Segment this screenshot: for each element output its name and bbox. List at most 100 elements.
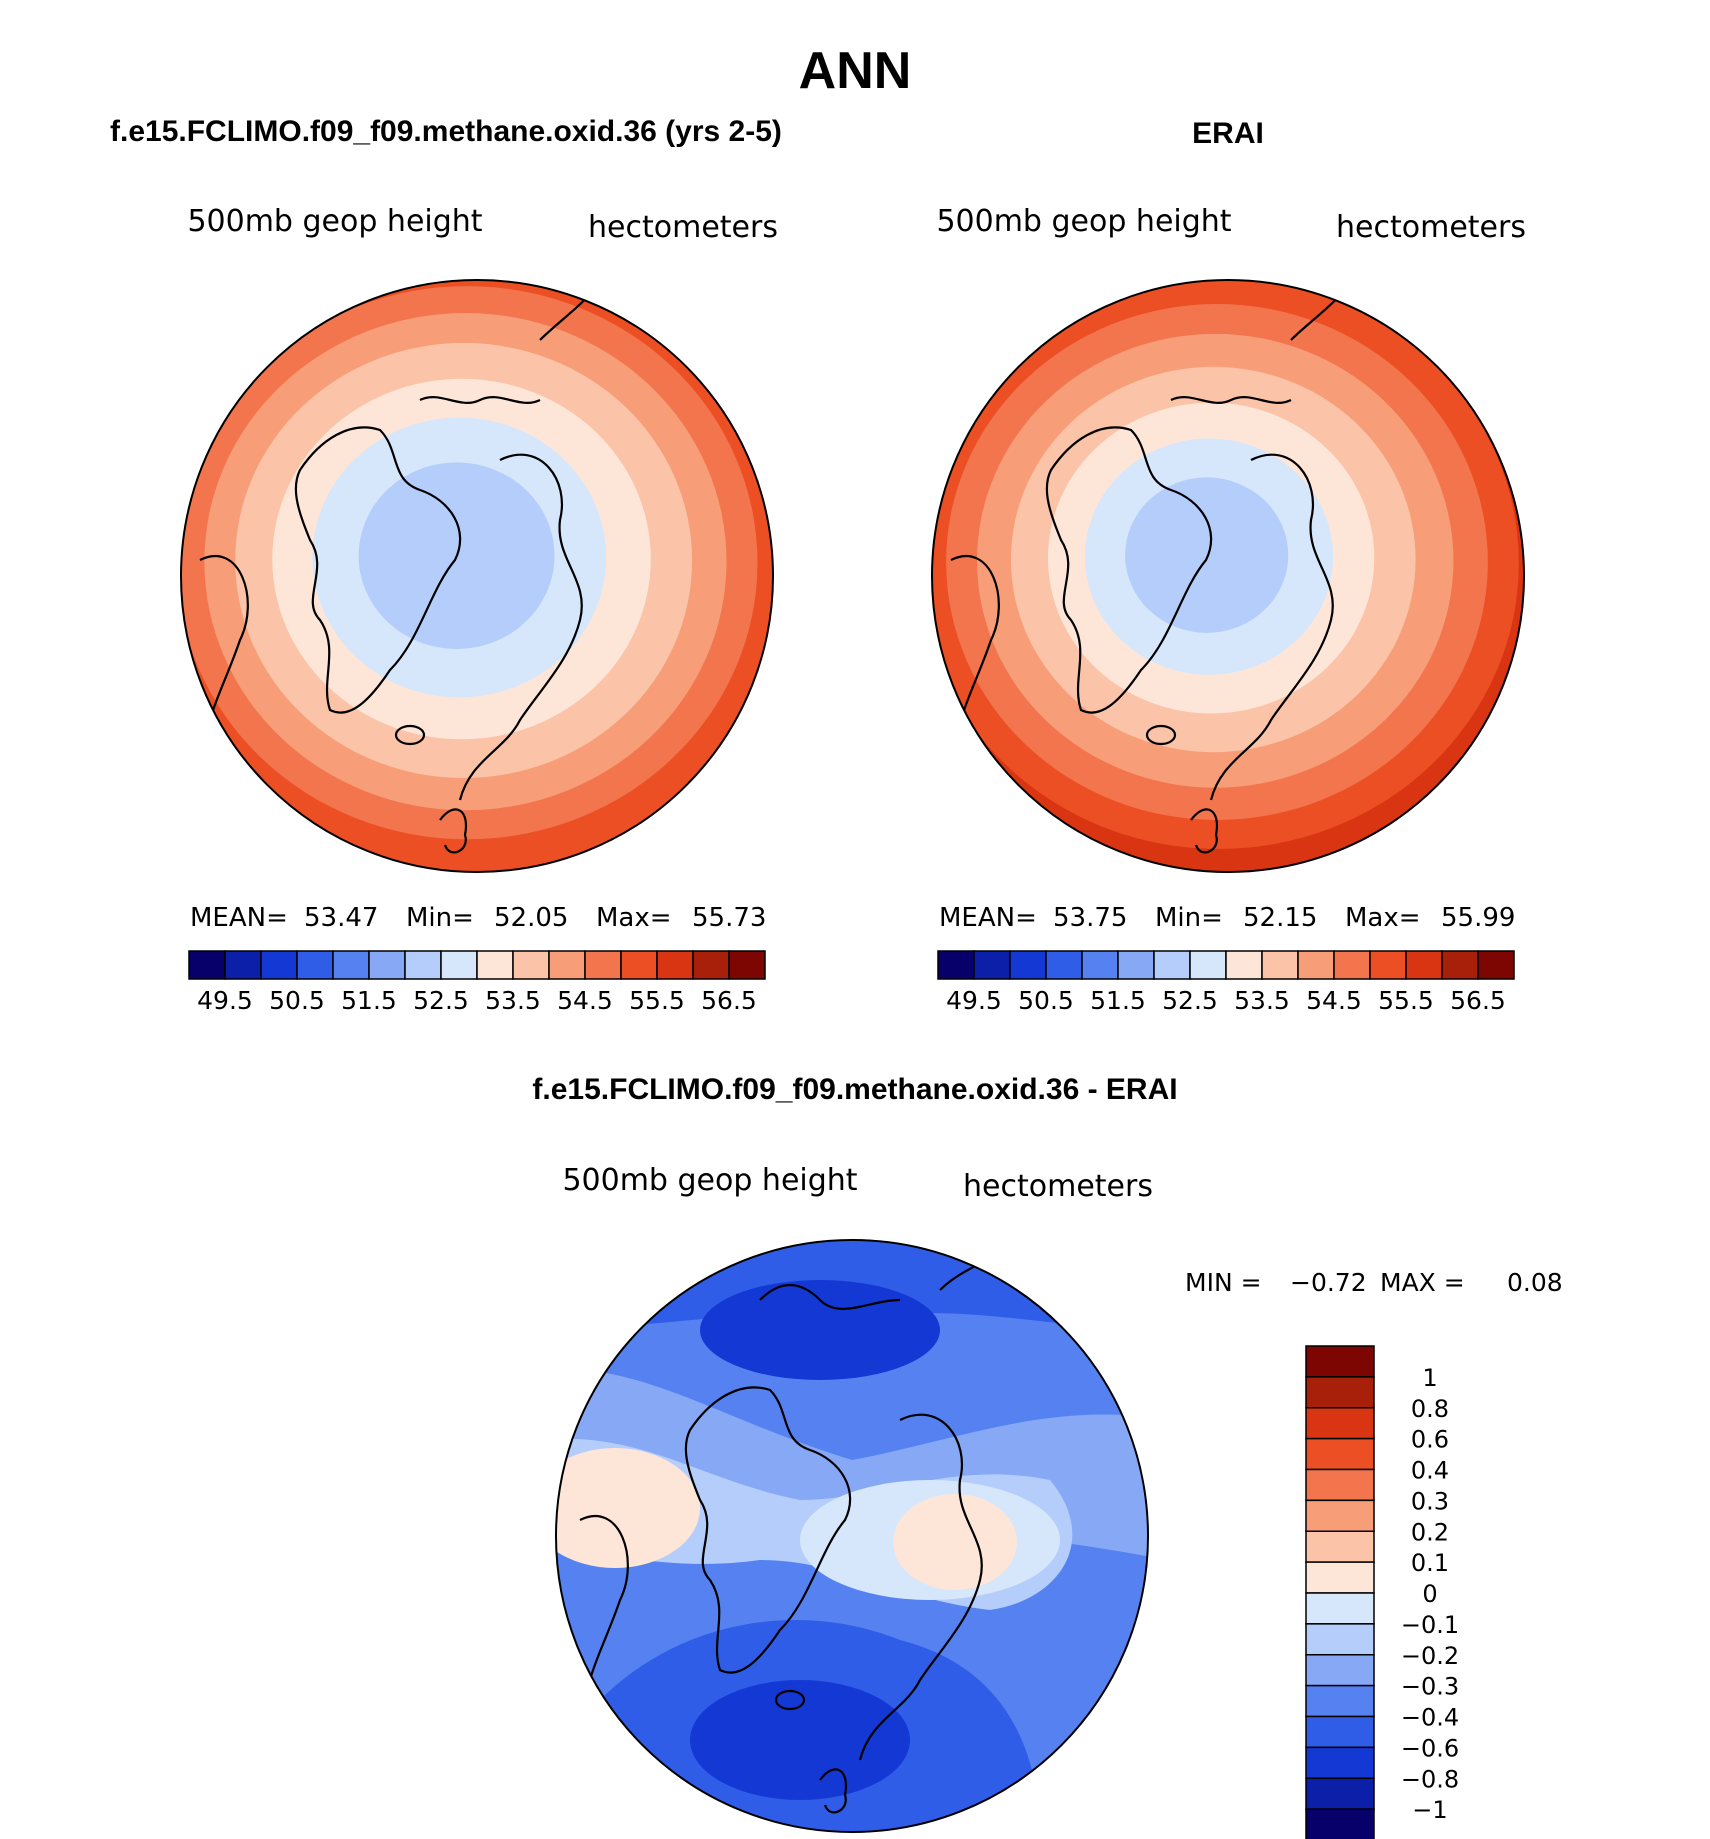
right-map-boundary xyxy=(931,279,1525,873)
right-colorbar-box xyxy=(1009,950,1047,980)
difference-colorbar-box xyxy=(1305,1530,1375,1563)
right-colorbar-box xyxy=(1477,950,1515,980)
difference-colorbar-box xyxy=(1305,1808,1375,1839)
left-map-boundary xyxy=(180,279,774,873)
left-colorbar-tick-label: 49.5 xyxy=(197,986,253,1015)
difference-colorbar-tick-label: 0.4 xyxy=(1411,1457,1449,1485)
difference-min-label: MIN = xyxy=(1185,1268,1262,1297)
difference-colorbar-tick-label: 0.8 xyxy=(1411,1395,1449,1423)
difference-colorbar-tick-label: −0.2 xyxy=(1401,1642,1459,1670)
right-field-level-0 xyxy=(1125,477,1289,633)
difference-colorbar-box xyxy=(1305,1654,1375,1687)
difference-max-value: 0.08 xyxy=(1507,1268,1563,1297)
right-polar-map xyxy=(931,279,1525,873)
left-colorbar-box xyxy=(296,950,334,980)
difference-colorbar-box xyxy=(1305,1468,1375,1502)
right-max-value: 55.99 xyxy=(1441,903,1515,933)
left-max-label: Max= xyxy=(596,903,672,933)
left-colorbar-tick-label: 53.5 xyxy=(485,986,541,1015)
difference-heading: f.e15.FCLIMO.f09_f09.methane.oxid.36 - E… xyxy=(532,1073,1177,1106)
right-colorbar-box xyxy=(1369,950,1407,980)
left-colorbar-ticks: 49.5 50.5 51.5 52.5 53.5 54.5 55.5 56.5 xyxy=(197,986,757,1015)
right-colorbar-tick-label: 52.5 xyxy=(1162,986,1218,1015)
left-colorbar-box xyxy=(656,950,694,980)
left-min-label: Min= xyxy=(406,903,474,933)
right-colorbar-box xyxy=(1261,950,1299,980)
left-colorbar-box xyxy=(728,950,766,980)
right-colorbar-box xyxy=(973,950,1011,980)
difference-colorbar-box xyxy=(1305,1437,1375,1471)
difference-map-boundary xyxy=(555,1239,1149,1833)
difference-colorbar-tick-label: 0 xyxy=(1422,1580,1437,1608)
difference-colorbar-tick-label: −0.4 xyxy=(1401,1704,1459,1732)
difference-colorbar-tick-label: 0.1 xyxy=(1411,1549,1449,1577)
right-min-value: 52.15 xyxy=(1243,903,1317,933)
difference-polar-map xyxy=(555,1239,1149,1833)
difference-colorbar-box xyxy=(1305,1407,1375,1440)
difference-units-label: hectometers xyxy=(963,1169,1153,1204)
difference-stats: MIN = −0.72 MAX = 0.08 xyxy=(1185,1268,1563,1297)
left-colorbar xyxy=(188,950,766,980)
right-colorbar-box xyxy=(1117,950,1155,980)
left-polar-map xyxy=(180,279,774,873)
right-colorbar-tick-label: 54.5 xyxy=(1306,986,1362,1015)
right-colorbar-box xyxy=(1297,950,1335,980)
diff-field-minimum-south xyxy=(690,1680,910,1800)
right-min-label: Min= xyxy=(1155,903,1223,933)
right-colorbar-box xyxy=(1081,950,1119,980)
difference-colorbar-tick-label: 0.2 xyxy=(1411,1518,1449,1546)
right-colorbar-tick-label: 49.5 xyxy=(946,986,1002,1015)
difference-colorbar-box xyxy=(1305,1376,1375,1409)
left-colorbar-tick-label: 51.5 xyxy=(341,986,397,1015)
left-colorbar-box xyxy=(260,950,298,980)
left-panel-heading: f.e15.FCLIMO.f09_f09.methane.oxid.36 (yr… xyxy=(110,115,782,148)
left-colorbar-box xyxy=(188,950,226,980)
left-colorbar-box xyxy=(620,950,658,980)
left-stats: MEAN= 53.47 Min= 52.05 Max= 55.73 xyxy=(190,903,766,933)
left-coastlines xyxy=(199,280,601,854)
left-colorbar-tick-label: 52.5 xyxy=(413,986,469,1015)
difference-colorbar-tick-label: −0.8 xyxy=(1401,1765,1459,1793)
right-panel-heading: ERAI xyxy=(1192,117,1264,150)
left-units-label: hectometers xyxy=(588,210,778,245)
difference-colorbar-tick-label: 1 xyxy=(1422,1364,1437,1392)
difference-colorbar xyxy=(1305,1345,1375,1839)
left-colorbar-tick-label: 55.5 xyxy=(629,986,685,1015)
difference-colorbar-tick-label: −0.1 xyxy=(1401,1611,1459,1639)
left-colorbar-box xyxy=(476,950,514,980)
left-mean-label: MEAN= xyxy=(190,903,288,933)
right-colorbar-box xyxy=(1153,950,1191,980)
left-colorbar-box xyxy=(584,950,622,980)
left-colorbar-tick-label: 56.5 xyxy=(701,986,757,1015)
right-colorbar-ticks: 49.5 50.5 51.5 52.5 53.5 54.5 55.5 56.5 xyxy=(946,986,1506,1015)
right-colorbar-box xyxy=(1405,950,1443,980)
right-colorbar-box xyxy=(1045,950,1083,980)
difference-colorbar-box xyxy=(1305,1499,1375,1532)
difference-colorbar-tick-label: −0.3 xyxy=(1401,1673,1459,1701)
right-units-label: hectometers xyxy=(1336,210,1526,245)
left-colorbar-tick-label: 50.5 xyxy=(269,986,325,1015)
left-colorbar-box xyxy=(332,950,370,980)
right-mean-value: 53.75 xyxy=(1053,903,1127,933)
difference-colorbar-box xyxy=(1305,1623,1375,1656)
diff-field-positive-east xyxy=(893,1494,1017,1590)
right-colorbar-box xyxy=(937,950,975,980)
right-mean-label: MEAN= xyxy=(939,903,1037,933)
right-stats: MEAN= 53.75 Min= 52.15 Max= 55.99 xyxy=(939,903,1515,933)
right-colorbar-tick-label: 50.5 xyxy=(1018,986,1074,1015)
left-colorbar-box xyxy=(692,950,730,980)
right-colorbar-box xyxy=(1333,950,1371,980)
difference-colorbar-tick-label: −1 xyxy=(1412,1796,1447,1824)
difference-colorbar-box xyxy=(1305,1777,1375,1810)
right-colorbar-tick-label: 53.5 xyxy=(1234,986,1290,1015)
difference-variable-label: 500mb geop height xyxy=(562,1163,857,1198)
right-colorbar-box xyxy=(1225,950,1263,980)
diff-field-minimum-north xyxy=(700,1280,940,1380)
left-colorbar-tick-label: 54.5 xyxy=(557,986,613,1015)
right-coastlines xyxy=(950,280,1352,854)
difference-min-value: −0.72 xyxy=(1290,1268,1367,1297)
difference-colorbar-tick-label: 0.3 xyxy=(1411,1487,1449,1515)
difference-colorbar-box xyxy=(1305,1684,1375,1718)
diff-field-positive-west xyxy=(556,1448,700,1568)
